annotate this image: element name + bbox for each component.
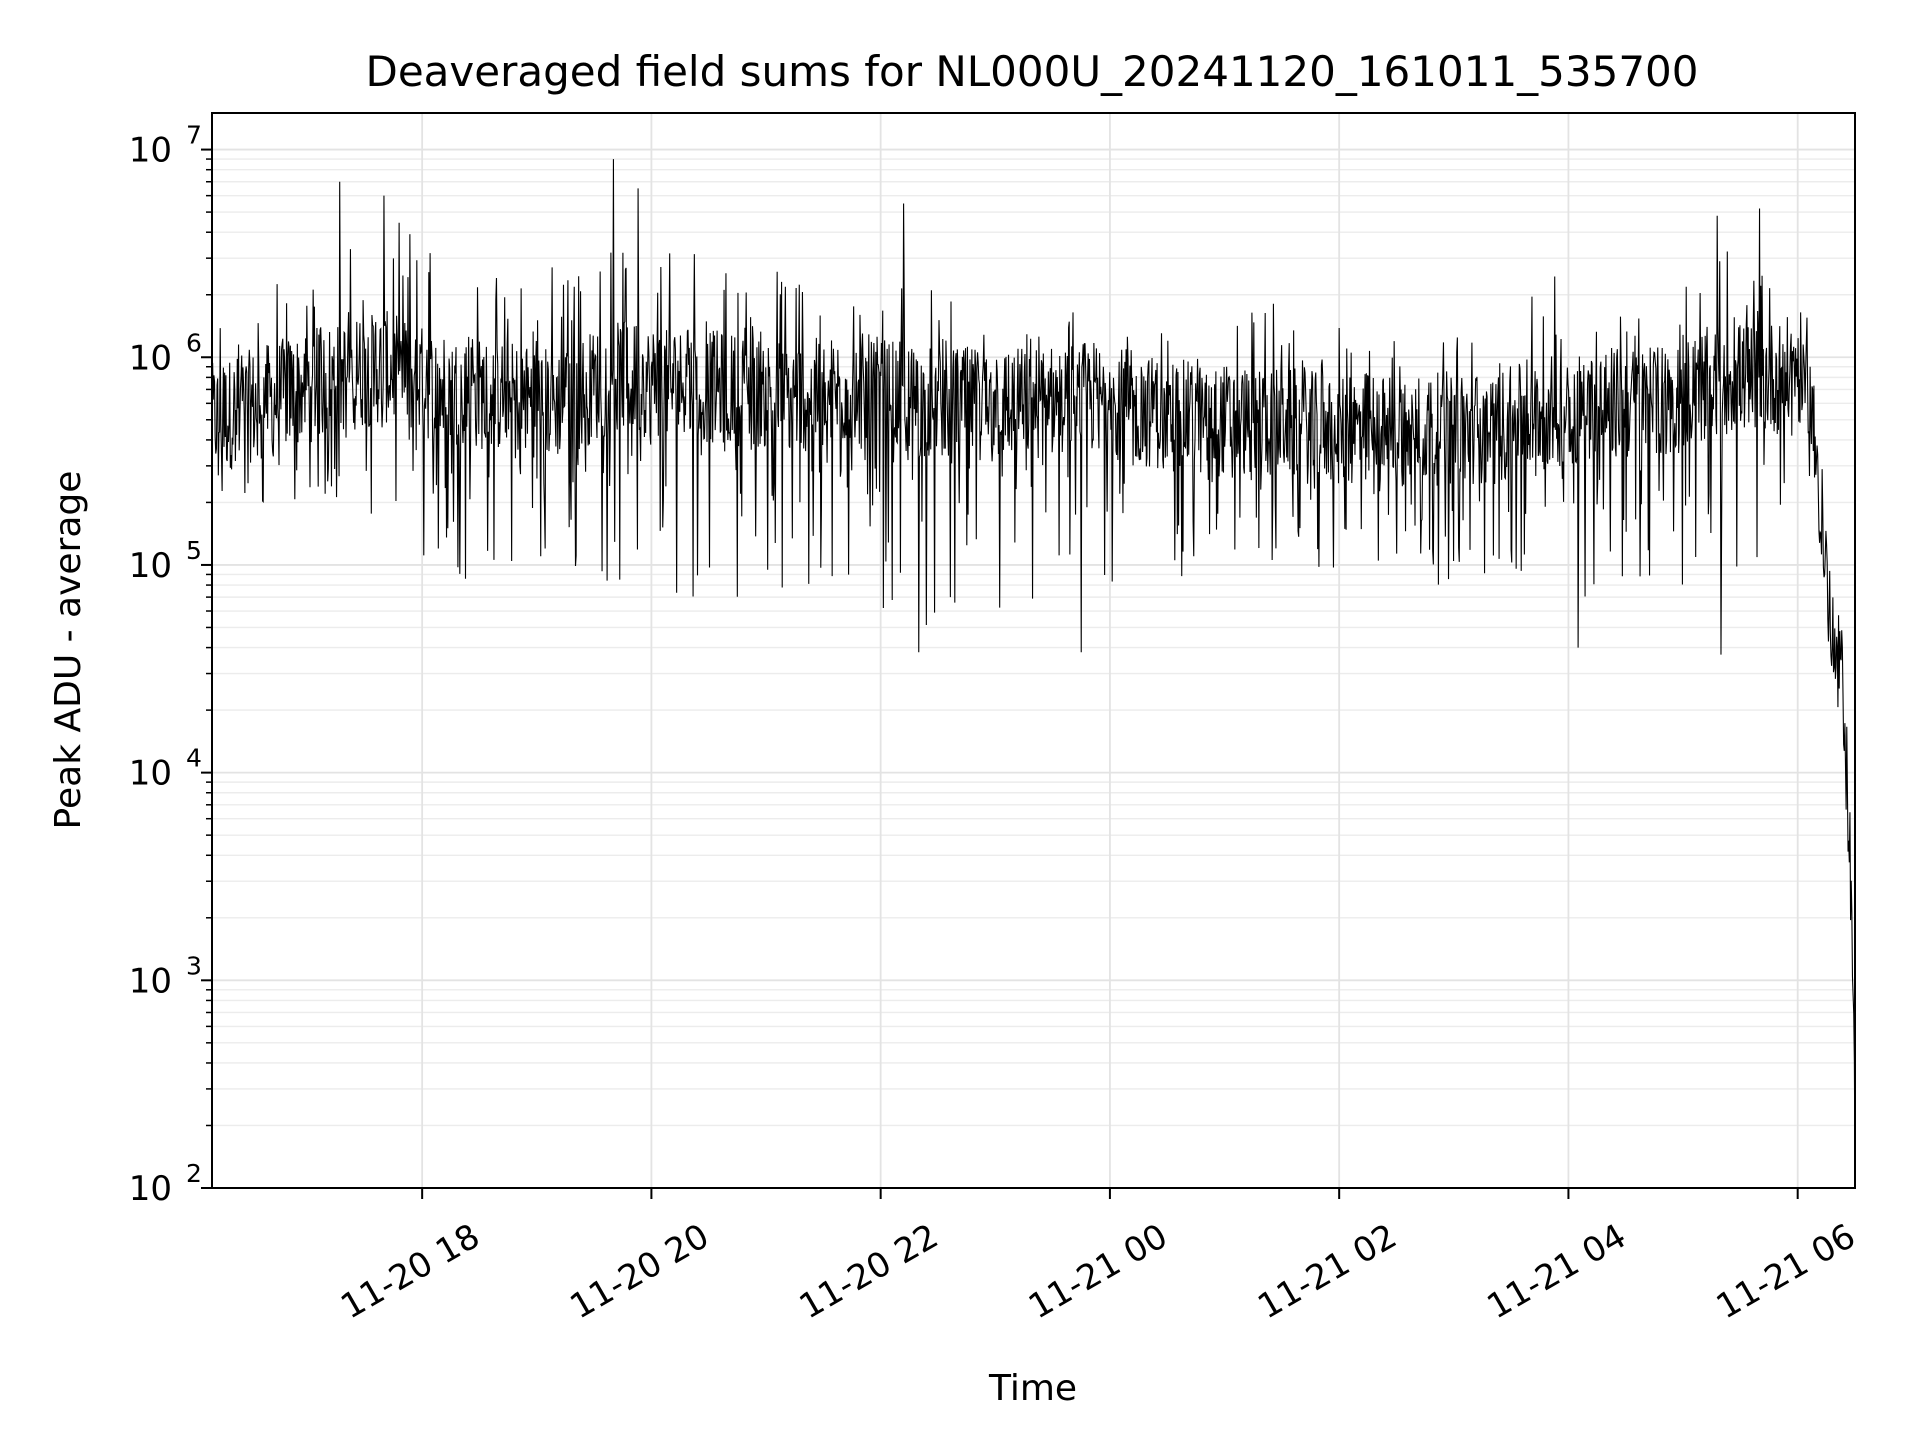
x-axis: 11-20 18 11-20 20 11-20 22 11-21 00 11-21 02… <box>334 1188 1862 1327</box>
y-tick-label: 10 <box>129 1169 172 1209</box>
y-tick-label: 10 <box>129 546 172 586</box>
x-tick-label: 11-21 00 <box>1022 1216 1174 1327</box>
grid <box>212 113 1855 1189</box>
x-tick-label: 11-20 18 <box>334 1216 486 1327</box>
y-tick-exponent: 6 <box>186 328 202 357</box>
chart-title: Deaveraged field sums for NL000U_2024112… <box>365 47 1698 96</box>
y-tick-label: 10 <box>129 338 172 378</box>
y-tick-exponent: 4 <box>186 744 202 773</box>
x-axis-label: Time <box>988 1368 1077 1409</box>
x-tick-label: 11-21 02 <box>1251 1216 1403 1327</box>
y-tick-label: 10 <box>129 961 172 1001</box>
y-tick-exponent: 2 <box>186 1159 202 1188</box>
plot-area <box>211 159 1856 1181</box>
y-tick-label: 10 <box>129 754 172 794</box>
y-axis: 10 2 10 3 10 4 10 5 10 6 10 7 <box>129 121 212 1209</box>
y-axis-label: Peak ADU - average <box>48 471 89 830</box>
series-line <box>211 159 1856 1181</box>
x-tick-label: 11-21 04 <box>1481 1216 1633 1327</box>
axes-frame <box>211 112 1856 1189</box>
x-tick-label: 11-20 22 <box>793 1216 945 1327</box>
y-tick-exponent: 5 <box>186 536 202 565</box>
y-tick-exponent: 7 <box>186 121 202 150</box>
y-tick-label: 10 <box>129 131 172 171</box>
x-tick-label: 11-21 06 <box>1710 1216 1862 1327</box>
y-tick-exponent: 3 <box>186 951 202 980</box>
x-tick-label: 11-20 20 <box>564 1216 716 1327</box>
